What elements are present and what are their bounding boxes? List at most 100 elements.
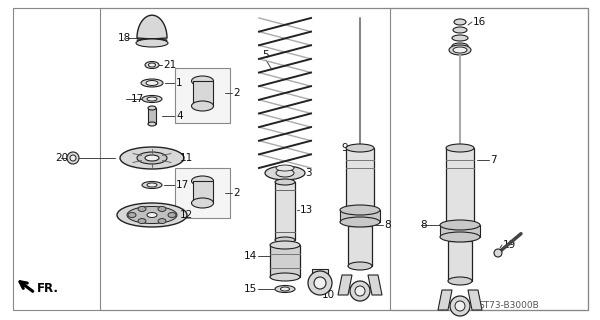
Ellipse shape [275, 237, 295, 243]
Ellipse shape [128, 212, 136, 218]
Text: 13: 13 [300, 205, 313, 215]
Ellipse shape [340, 217, 380, 227]
Ellipse shape [449, 45, 471, 55]
Circle shape [455, 301, 465, 311]
Ellipse shape [454, 19, 466, 25]
Ellipse shape [275, 179, 295, 185]
Text: 19: 19 [503, 240, 516, 250]
Ellipse shape [138, 206, 146, 212]
Ellipse shape [453, 47, 467, 53]
Ellipse shape [191, 176, 214, 186]
Ellipse shape [158, 219, 166, 224]
Circle shape [67, 152, 79, 164]
Ellipse shape [148, 106, 156, 110]
Text: 16: 16 [473, 17, 486, 27]
Bar [175, 68, 230, 123]
Text: 8: 8 [384, 220, 391, 230]
Text: 7: 7 [490, 155, 497, 165]
Text: 17: 17 [176, 180, 189, 190]
Ellipse shape [138, 219, 146, 224]
Ellipse shape [440, 220, 480, 230]
Ellipse shape [265, 166, 305, 180]
Bar [348, 226, 372, 266]
Ellipse shape [280, 287, 289, 291]
Text: 11: 11 [180, 153, 193, 163]
Ellipse shape [147, 212, 157, 218]
Bar [148, 108, 156, 124]
Bar [448, 241, 472, 281]
Bar [312, 269, 328, 283]
Ellipse shape [452, 43, 468, 49]
Ellipse shape [141, 79, 163, 87]
Ellipse shape [448, 277, 472, 285]
Ellipse shape [136, 39, 168, 47]
Polygon shape [137, 15, 167, 45]
Text: 20: 20 [55, 153, 68, 163]
Text: 4: 4 [176, 111, 182, 121]
Ellipse shape [440, 232, 480, 242]
Bar [175, 168, 230, 218]
Text: 2: 2 [233, 188, 239, 198]
Ellipse shape [137, 152, 167, 164]
Polygon shape [468, 290, 482, 310]
Ellipse shape [276, 165, 294, 171]
Circle shape [314, 277, 326, 289]
Ellipse shape [340, 205, 380, 215]
Ellipse shape [191, 76, 214, 86]
Ellipse shape [275, 285, 295, 292]
Bar [193, 81, 212, 106]
Text: 2: 2 [233, 88, 239, 98]
Polygon shape [338, 275, 352, 295]
Bar [193, 181, 212, 203]
Ellipse shape [452, 35, 468, 41]
Text: 8: 8 [420, 220, 427, 230]
Ellipse shape [145, 155, 159, 161]
Text: 10: 10 [322, 290, 335, 300]
Bar [440, 225, 480, 237]
Text: 1: 1 [176, 78, 182, 88]
Ellipse shape [191, 198, 214, 208]
Text: FR.: FR. [37, 282, 59, 294]
Ellipse shape [270, 273, 300, 281]
Text: 3: 3 [305, 168, 311, 178]
Bar [270, 245, 300, 277]
Bar [100, 8, 588, 310]
Ellipse shape [158, 206, 166, 212]
Bar [340, 210, 380, 222]
Text: 21: 21 [163, 60, 176, 70]
Text: 17: 17 [131, 94, 144, 104]
Text: 14: 14 [244, 251, 257, 261]
Ellipse shape [147, 183, 157, 187]
Ellipse shape [142, 181, 162, 188]
Ellipse shape [446, 144, 474, 152]
Ellipse shape [191, 101, 214, 111]
Ellipse shape [117, 203, 187, 227]
Ellipse shape [120, 147, 184, 169]
Ellipse shape [149, 63, 155, 67]
Circle shape [70, 155, 76, 161]
Bar [275, 182, 295, 240]
Ellipse shape [276, 169, 294, 177]
Circle shape [350, 281, 370, 301]
Bar [346, 148, 374, 210]
Text: 12: 12 [180, 210, 193, 220]
Bar [446, 148, 474, 225]
Text: 15: 15 [244, 284, 257, 294]
Text: ST73-B3000B: ST73-B3000B [478, 300, 539, 309]
Ellipse shape [147, 97, 157, 101]
Text: 9: 9 [341, 143, 348, 153]
Polygon shape [438, 290, 452, 310]
Ellipse shape [348, 262, 372, 270]
Ellipse shape [146, 81, 158, 85]
Ellipse shape [127, 206, 177, 223]
Circle shape [355, 286, 365, 296]
Ellipse shape [168, 212, 176, 218]
Circle shape [494, 249, 502, 257]
Ellipse shape [145, 61, 159, 68]
Bar [390, 8, 588, 310]
Circle shape [308, 271, 332, 295]
Ellipse shape [142, 95, 162, 102]
Ellipse shape [453, 27, 467, 33]
Ellipse shape [270, 241, 300, 249]
Ellipse shape [148, 122, 156, 126]
